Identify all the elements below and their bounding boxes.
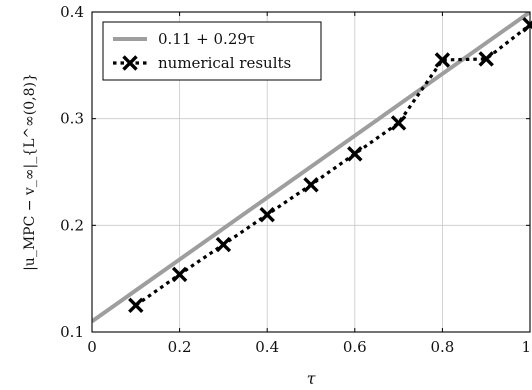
- x-tick-label: 0.4: [255, 338, 279, 356]
- data-point-marker-1: [171, 266, 188, 283]
- data-point-marker-stroke-b: [259, 206, 275, 223]
- legend-layer: 0.11 + 0.29τ numerical results: [102, 21, 322, 81]
- data-point-marker-7: [434, 52, 451, 68]
- x-tick-label: 0.8: [430, 338, 454, 356]
- data-point-marker-0: [128, 297, 144, 314]
- data-point-marker-stroke-b: [303, 177, 319, 193]
- legend-box: [102, 21, 322, 81]
- series-layer: [92, 12, 530, 323]
- x-tick-label: 1: [521, 338, 531, 356]
- x-tick-label: 0.6: [343, 338, 367, 356]
- y-tick-label: 0.4: [60, 3, 84, 21]
- plot-frame: [91, 11, 531, 333]
- axes-layer: [91, 11, 531, 333]
- fit-line: [92, 12, 530, 323]
- x-tick-label: 0: [87, 338, 97, 356]
- y-tick-label: 0.3: [60, 110, 84, 128]
- legend-marker-stroke-b: [122, 55, 138, 71]
- label-layer: τ |u_MPC − v_∞|_{L^∞(0,8)}: [22, 73, 317, 388]
- data-point-marker-2: [215, 236, 232, 253]
- marker-layer: [128, 17, 532, 314]
- data-point-marker-stroke-b: [478, 51, 494, 67]
- x-axis-label: τ: [307, 369, 317, 388]
- data-point-marker-5: [347, 146, 363, 162]
- data-point-marker-4: [303, 177, 319, 193]
- tick-layer: 0 0.2 0.4 0.6 0.8 1 0.1 0.2 0.3 0.4: [60, 3, 531, 356]
- y-tick-label: 0.1: [60, 323, 84, 341]
- data-point-marker-3: [259, 206, 275, 223]
- legend-swatch-numerical-marker: [122, 55, 138, 71]
- data-point-marker-stroke-b: [347, 146, 363, 162]
- data-point-marker-9: [522, 17, 532, 33]
- data-point-marker-stroke-b: [434, 52, 451, 68]
- data-point-marker-6: [390, 115, 407, 131]
- legend-label-numerical: numerical results: [158, 54, 291, 72]
- y-axis-label: |u_MPC − v_∞|_{L^∞(0,8)}: [22, 73, 38, 271]
- x-tick-label: 0.2: [168, 338, 192, 356]
- data-point-marker-stroke-b: [128, 297, 144, 314]
- data-point-marker-stroke-b: [215, 236, 232, 253]
- data-point-marker-stroke-b: [171, 266, 188, 283]
- data-point-marker-stroke-b: [390, 115, 407, 131]
- legend: 0.11 + 0.29τ numerical results: [102, 21, 322, 81]
- y-tick-label: 0.2: [60, 216, 84, 234]
- legend-label-fit: 0.11 + 0.29τ: [158, 30, 255, 48]
- data-point-marker-8: [478, 51, 494, 67]
